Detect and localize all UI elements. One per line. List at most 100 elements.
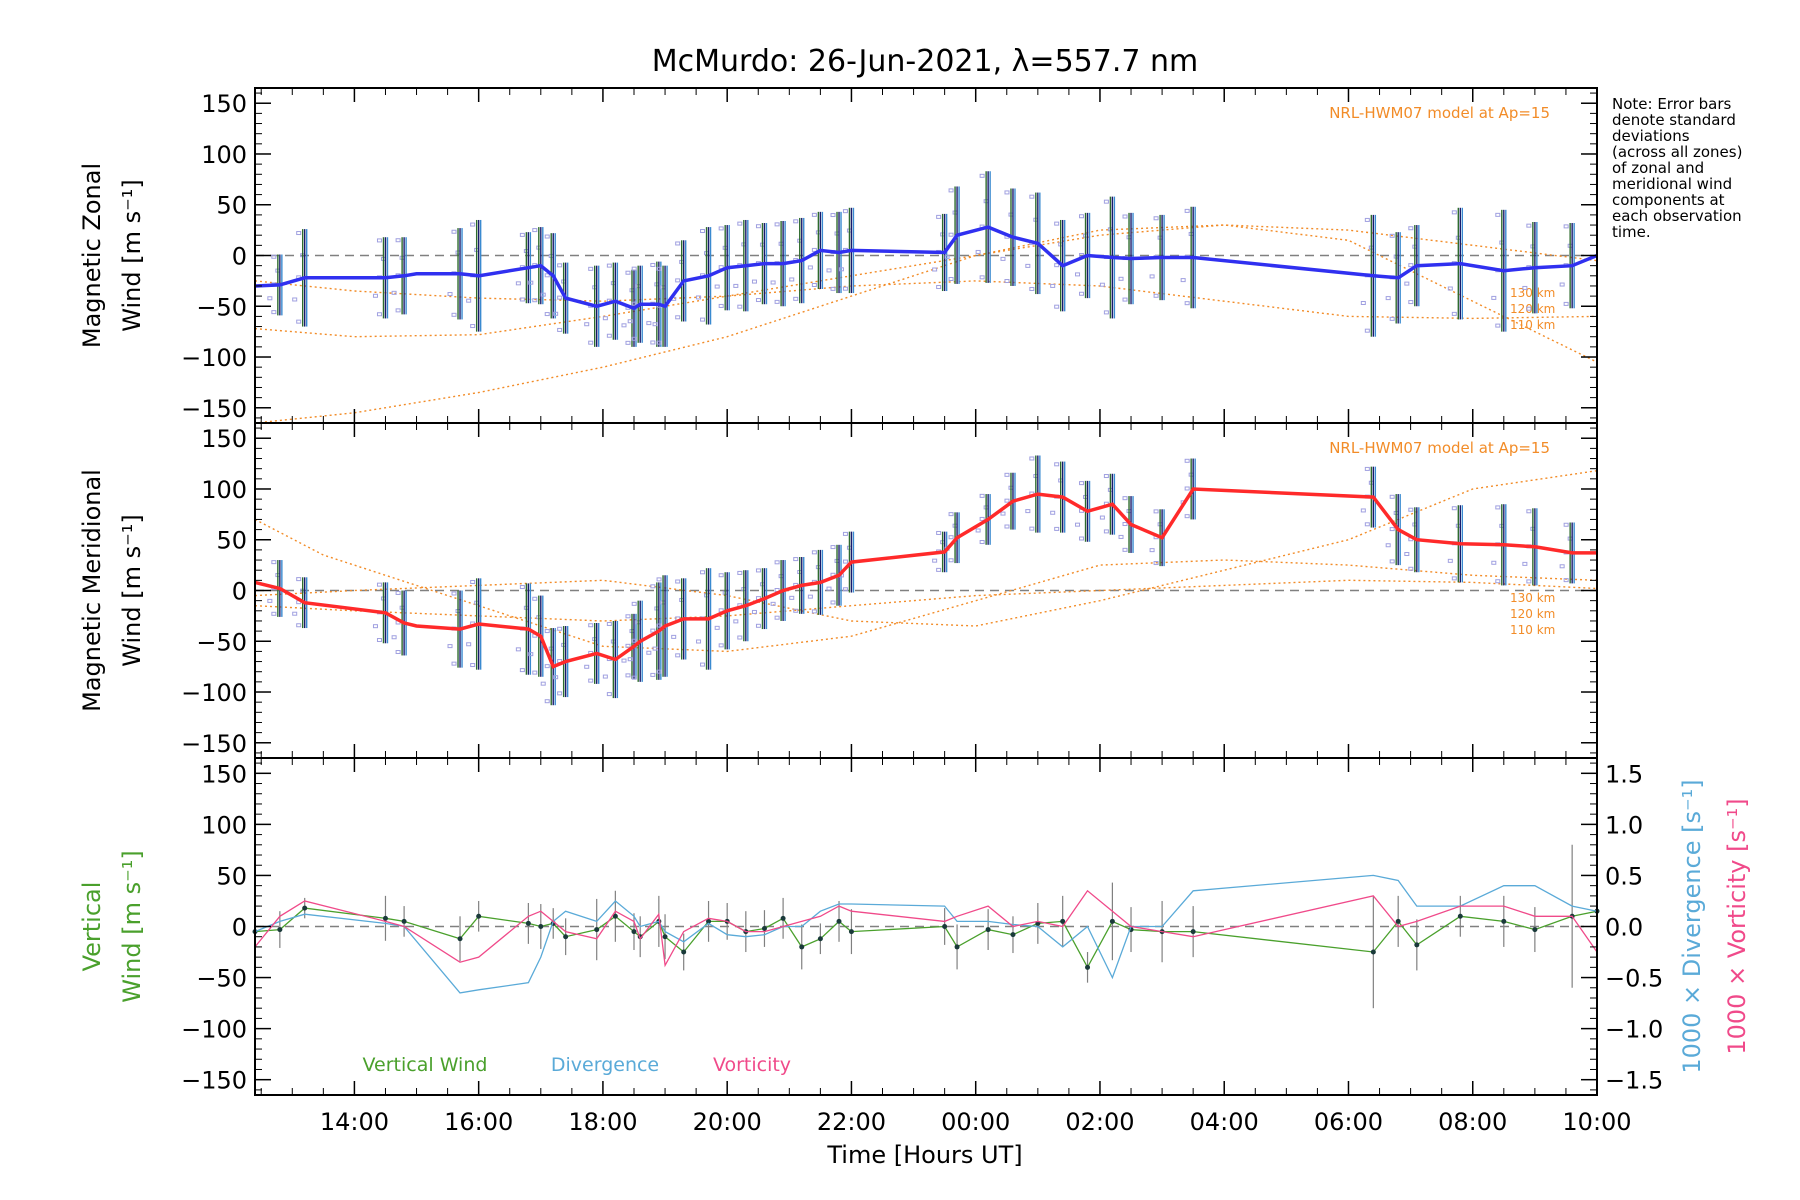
data-point <box>1103 199 1109 204</box>
data-point <box>826 586 832 591</box>
data-point <box>979 275 985 280</box>
data-point <box>1029 194 1035 199</box>
y-tick-label: −100 <box>181 1016 247 1044</box>
data-point <box>979 493 985 498</box>
data-point <box>830 545 836 550</box>
data-point <box>395 650 401 655</box>
data-point <box>1025 263 1031 268</box>
data-point <box>789 277 795 282</box>
y-tick-label: 50 <box>216 192 247 220</box>
data-point <box>540 292 546 297</box>
data-point <box>631 601 637 606</box>
series-line <box>254 907 1598 969</box>
data-point <box>532 228 538 233</box>
data-point <box>1079 536 1085 541</box>
x-tick-label: 20:00 <box>693 1108 762 1136</box>
data-point <box>656 623 662 628</box>
data-point <box>718 573 724 578</box>
note-line: time. <box>1612 223 1651 241</box>
data-point <box>942 924 948 929</box>
data-point <box>544 234 550 239</box>
data-point <box>1522 285 1528 290</box>
data-point <box>296 231 302 236</box>
data-point <box>588 266 594 271</box>
data-point <box>842 531 848 536</box>
data-point <box>519 585 525 590</box>
x-tick-label: 16:00 <box>444 1108 513 1136</box>
data-point <box>1075 522 1081 527</box>
data-point <box>1180 278 1186 283</box>
data-point <box>447 292 453 297</box>
data-point <box>532 670 538 675</box>
data-point <box>755 224 761 229</box>
data-point <box>811 247 817 252</box>
data-point <box>1559 282 1565 287</box>
data-point <box>656 340 662 345</box>
model-altitude-label: 130 km <box>1510 591 1555 605</box>
data-point <box>584 322 590 327</box>
data-point <box>395 308 401 313</box>
data-point <box>519 232 525 237</box>
data-point <box>780 915 786 921</box>
data-point <box>770 280 776 285</box>
data-point <box>954 944 960 950</box>
data-point <box>588 678 594 683</box>
data-point <box>621 658 627 663</box>
data-point <box>625 270 631 275</box>
data-point <box>1522 561 1528 566</box>
data-point <box>1149 274 1155 279</box>
data-point <box>1495 323 1501 328</box>
y-tick-label: −150 <box>181 395 247 423</box>
data-point <box>1408 263 1414 268</box>
data-point <box>1004 498 1010 503</box>
data-point <box>1495 505 1501 510</box>
data-point <box>718 303 724 308</box>
data-point <box>1184 301 1190 306</box>
data-point <box>476 913 482 919</box>
data-point <box>700 570 706 575</box>
model-label: NRL-HWM07 model at Ap=15 <box>1329 439 1550 457</box>
data-point <box>650 262 656 267</box>
data-point <box>557 691 563 696</box>
data-point <box>1075 272 1081 277</box>
data-point <box>1526 223 1532 228</box>
data-point <box>979 516 985 521</box>
data-point <box>1495 212 1501 217</box>
data-point <box>1153 293 1159 298</box>
data-point <box>372 293 378 298</box>
legend-item: Divergence <box>551 1054 659 1076</box>
data-point <box>470 579 476 584</box>
data-point <box>948 512 954 517</box>
data-point <box>1000 511 1006 516</box>
data-point <box>1122 496 1128 501</box>
data-point <box>1190 929 1196 935</box>
y-tick-label: −50 <box>196 965 247 993</box>
data-point <box>793 608 799 613</box>
data-point <box>1532 927 1538 933</box>
data-point <box>532 298 538 303</box>
y-tick-label: 150 <box>201 90 247 118</box>
data-point <box>842 559 848 564</box>
data-point <box>774 615 780 620</box>
data-point <box>1563 522 1569 527</box>
data-point <box>652 646 658 651</box>
data-point <box>948 276 954 281</box>
data-point <box>811 212 817 217</box>
data-point <box>1118 276 1124 281</box>
data-point <box>376 312 382 317</box>
data-point <box>625 340 631 345</box>
data-point <box>1526 509 1532 514</box>
data-point <box>1153 561 1159 566</box>
data-point <box>1364 466 1370 471</box>
data-point <box>650 628 656 633</box>
data-point <box>631 638 637 643</box>
y-tick-label: 100 <box>201 476 247 504</box>
data-point <box>557 327 563 332</box>
panels: NRL-HWM07 model at Ap=15 130 km 120 km 110 … <box>78 87 1751 1136</box>
data-point <box>652 322 658 327</box>
data-point <box>391 290 397 295</box>
data-point <box>811 550 817 555</box>
y-tick-label: 150 <box>201 425 247 453</box>
data-point <box>700 662 706 667</box>
data-point <box>1404 552 1410 557</box>
